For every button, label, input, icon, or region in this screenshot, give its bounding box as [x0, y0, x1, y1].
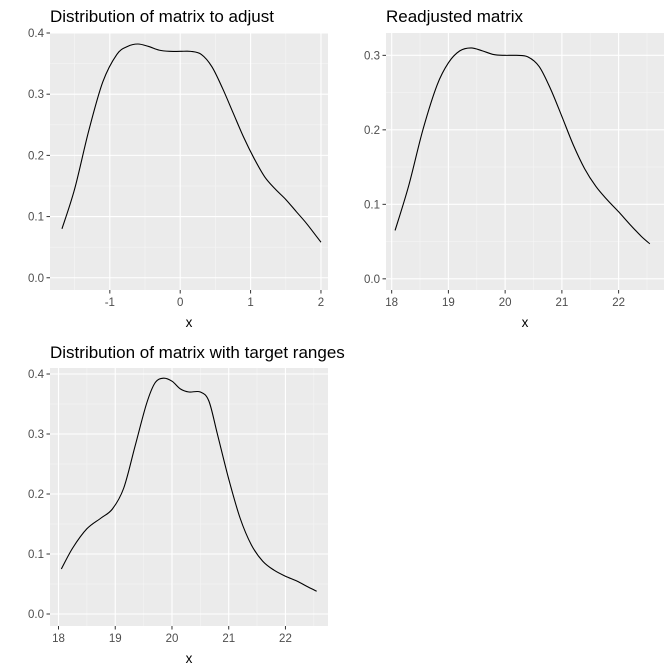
- density-curve: [61, 43, 322, 243]
- y-tick-label: 0.3: [28, 429, 44, 441]
- x-tick-label: -1: [105, 297, 115, 309]
- x-axis-label: x: [186, 315, 193, 330]
- y-tick-label: 0.3: [364, 50, 380, 62]
- y-tick-label: 0.2: [364, 125, 380, 137]
- y-tick-label: 0.3: [28, 89, 44, 101]
- chart-title: Distribution of matrix to adjust: [50, 7, 274, 26]
- x-tick-label: 22: [612, 297, 625, 309]
- x-tick-label: 2: [318, 297, 324, 309]
- x-tick-label: 18: [385, 297, 398, 309]
- y-tick-label: 0.0: [28, 273, 44, 285]
- chart-title: Readjusted matrix: [386, 7, 524, 26]
- x-tick-label: 1: [247, 297, 253, 309]
- y-tick-label: 0.2: [28, 489, 44, 501]
- y-tick-label: 0.4: [28, 28, 45, 40]
- y-tick-label: 0.1: [28, 549, 44, 561]
- y-tick-label: 0.0: [364, 274, 380, 286]
- x-tick-label: 18: [52, 633, 65, 645]
- density-panel-2: 18 19 20 21 22 0.0 0.1 0.2 0.3 Readjusted matrix x: [364, 7, 664, 330]
- x-tick-label: 0: [177, 297, 183, 309]
- density-panel-3: 18 19 20 21 22 0.0 0.1 0.2 0.3 0.4 Distribution of…: [28, 343, 345, 666]
- x-tick-label: 22: [279, 633, 292, 645]
- x-tick-label: 20: [166, 633, 179, 645]
- panel-background: [386, 33, 664, 290]
- panel-background: [50, 33, 328, 290]
- density-panel-1: -1 0 1 2 0.0 0.1 0.2 0.3 0.4 Distribution of matr…: [28, 7, 328, 330]
- y-tick-label: 0.1: [364, 199, 380, 211]
- panel-background: [50, 368, 328, 626]
- density-curve: [394, 47, 651, 245]
- x-tick-label: 19: [442, 297, 455, 309]
- density-curve: [60, 377, 317, 592]
- x-tick-label: 20: [499, 297, 512, 309]
- y-tick-label: 0.2: [28, 150, 44, 162]
- x-tick-label: 19: [109, 633, 122, 645]
- x-axis-label: x: [186, 651, 193, 666]
- x-tick-label: 21: [555, 297, 568, 309]
- x-tick-label: 21: [222, 633, 235, 645]
- y-tick-label: 0.4: [28, 369, 45, 381]
- y-tick-label: 0.0: [28, 609, 44, 621]
- x-axis-label: x: [522, 315, 529, 330]
- y-tick-label: 0.1: [28, 212, 44, 224]
- chart-title: Distribution of matrix with target range…: [50, 343, 345, 362]
